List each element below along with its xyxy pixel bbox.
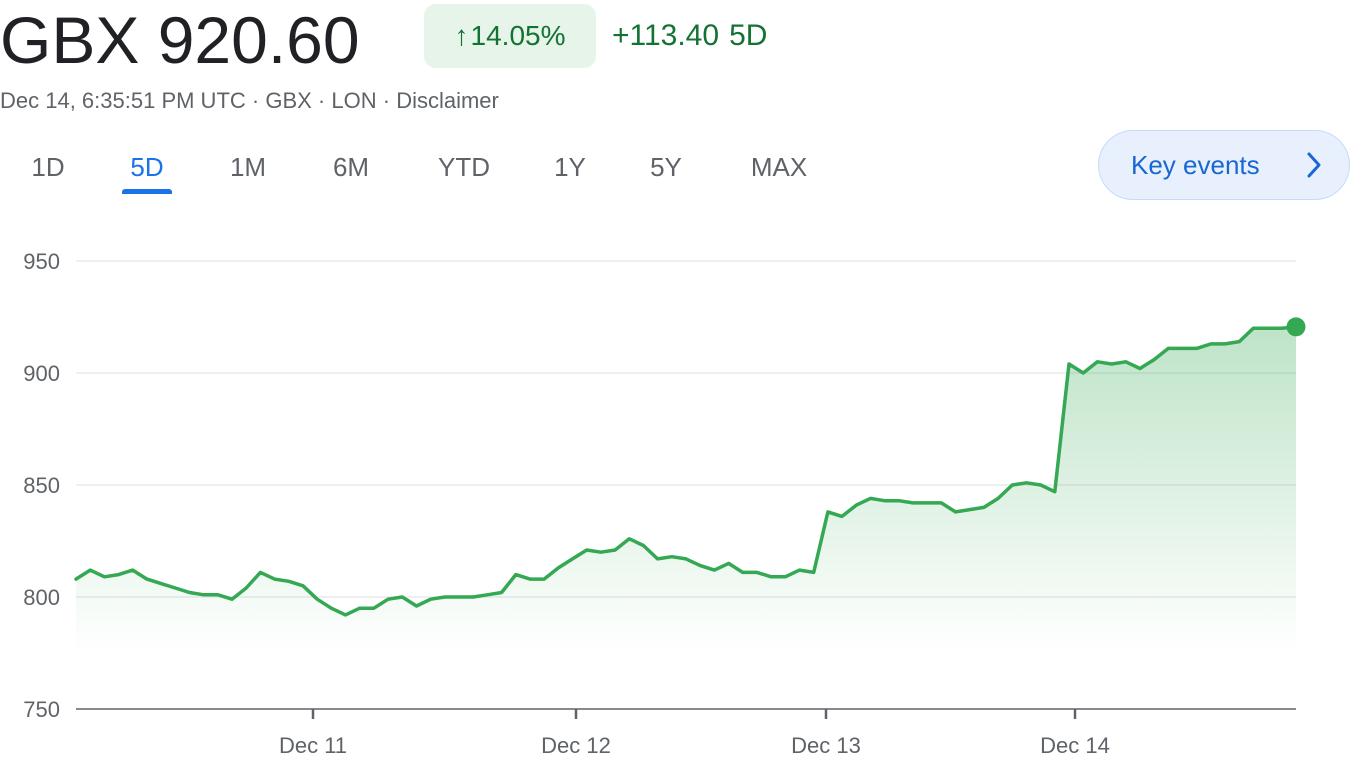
tab-max[interactable]: MAX	[750, 152, 808, 182]
x-tick-label: Dec 12	[541, 733, 611, 758]
tab-5d[interactable]: 5D	[122, 140, 172, 194]
area-fill	[76, 326, 1296, 653]
updated-timestamp: Dec 14, 6:35:51 PM UTC	[0, 88, 246, 113]
x-tick-label: Dec 14	[1040, 733, 1110, 758]
x-axis: Dec 11 Dec 12 Dec 13 Dec 14	[76, 708, 1296, 758]
percent-change-badge: ↑ 14.05%	[424, 4, 596, 68]
key-events-button[interactable]: Key events	[1098, 130, 1350, 200]
quote-meta: Dec 14, 6:35:51 PM UTC · GBX · LON · Dis…	[0, 86, 499, 116]
tab-1d[interactable]: 1D	[31, 152, 65, 182]
absolute-change-value: +113.40	[612, 19, 720, 52]
arrow-up-icon: ↑	[454, 20, 469, 51]
percent-change-value: 14.05%	[470, 20, 566, 51]
currency-code: GBX	[265, 88, 312, 113]
quote-header: GBX 920.60 ↑ 14.05% +113.40 5D	[0, 0, 1364, 80]
meta-separator: ·	[311, 88, 332, 113]
y-axis: 950 900 850 800 750	[23, 249, 60, 722]
change-period: 5D	[729, 19, 768, 52]
active-tab-indicator	[122, 189, 172, 194]
series-line	[74, 325, 1298, 617]
x-tick-label: Dec 11	[279, 733, 347, 758]
meta-separator: ·	[376, 88, 397, 113]
last-price-marker	[1286, 317, 1306, 337]
absolute-change: +113.40 5D	[612, 18, 767, 54]
price-line	[74, 325, 1298, 617]
y-tick-label: 850	[23, 473, 60, 498]
price-chart: 950 900 850 800 750 Dec 11 Dec 12 Dec 13 Dec 14	[23, 249, 1306, 758]
disclaimer-link[interactable]: Disclaimer	[396, 88, 499, 113]
y-tick-label: 800	[23, 585, 60, 610]
current-price: GBX 920.60	[0, 3, 360, 77]
tab-1y[interactable]: 1Y	[554, 152, 586, 182]
range-tabs: 1D 5D 1M 6M YTD 1Y 5Y MAX	[0, 140, 900, 196]
tab-6m[interactable]: 6M	[332, 152, 370, 182]
tab-5y[interactable]: 5Y	[650, 152, 682, 182]
exchange-code: LON	[331, 88, 377, 113]
last-point[interactable]	[1286, 317, 1306, 337]
y-tick-label: 900	[23, 361, 60, 386]
meta-separator: ·	[245, 88, 266, 113]
x-tick-label: Dec 13	[791, 733, 861, 758]
y-tick-label: 750	[23, 697, 60, 722]
tab-1m[interactable]: 1M	[229, 152, 267, 182]
chevron-right-icon	[1307, 152, 1321, 178]
price-area	[76, 326, 1296, 653]
tab-ytd[interactable]: YTD	[438, 152, 490, 182]
y-tick-label: 950	[23, 249, 60, 274]
key-events-label: Key events	[1131, 150, 1260, 180]
